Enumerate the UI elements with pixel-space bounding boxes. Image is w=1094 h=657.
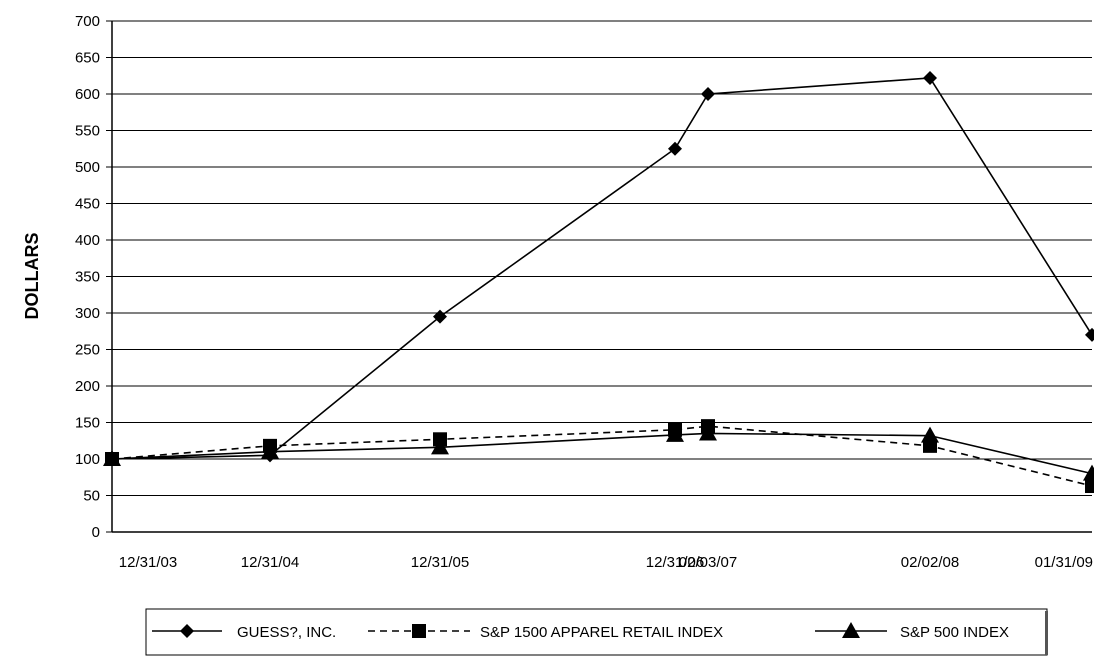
data-point	[263, 448, 277, 463]
x-tick-label: 12/31/03	[119, 554, 177, 571]
y-tick-label: 100	[75, 451, 100, 468]
data-point	[921, 426, 939, 443]
data-point	[1085, 327, 1094, 342]
data-point	[431, 438, 449, 455]
y-tick-label: 600	[75, 86, 100, 103]
x-tick-labels: 12/31/03 12/31/04 12/31/05 12/31/0602/03/07…	[119, 554, 1093, 571]
y-tick-label: 450	[75, 196, 100, 213]
legend-shadow	[1045, 611, 1048, 655]
y-tick-label: 300	[75, 305, 100, 322]
legend: GUESS?, INC. S&P 1500 APPAREL RETAIL INDE…	[145, 608, 1048, 656]
y-tick-label: 50	[83, 488, 100, 505]
y-tick-label: 650	[75, 50, 100, 67]
y-tick-label: 700	[75, 13, 100, 30]
data-point	[923, 438, 937, 453]
y-tick-label: 550	[75, 123, 100, 140]
x-tick-label: 02/02/08	[901, 554, 959, 571]
gridlines	[112, 20, 1092, 496]
data-point	[263, 438, 277, 453]
series-line	[111, 77, 1093, 460]
x-tick-label: 12/31/04	[241, 554, 299, 571]
data-point	[433, 432, 447, 447]
series-group	[103, 70, 1094, 494]
axes	[106, 20, 1092, 533]
legend-marker	[180, 624, 194, 638]
legend-marker	[842, 622, 860, 638]
y-tick-label: 150	[75, 415, 100, 432]
x-tick-label: 01/31/09	[1035, 554, 1093, 571]
y-axis-title: DOLLARS	[22, 233, 42, 320]
legend-entry: S&P 500 INDEX	[815, 622, 1009, 641]
data-point	[668, 422, 682, 437]
series-triangle	[103, 424, 1094, 481]
y-tick-label: 200	[75, 378, 100, 395]
series-diamond	[105, 70, 1094, 466]
legend-entry: GUESS?, INC.	[152, 624, 336, 641]
data-point	[1083, 464, 1094, 481]
data-point	[923, 70, 937, 85]
legend-marker	[412, 624, 426, 638]
legend-label: S&P 1500 APPAREL RETAIL INDEX	[480, 624, 723, 641]
y-tick-labels: 0 50 100 150 200 250 300 350 400 450 500 550 600 650 7…	[75, 13, 100, 541]
x-tick-label: 12/31/06	[646, 554, 704, 571]
data-point	[433, 309, 447, 324]
y-tick-label: 350	[75, 269, 100, 286]
y-tick-label: 0	[92, 524, 100, 541]
data-point	[1085, 479, 1094, 494]
legend-entry: S&P 1500 APPAREL RETAIL INDEX	[368, 624, 723, 641]
y-tick-label: 250	[75, 342, 100, 359]
data-point	[701, 87, 715, 101]
x-tick-label: 12/31/05	[411, 554, 469, 571]
series-line	[111, 432, 1093, 475]
x-tick-label: 02/03/07	[679, 554, 737, 571]
legend-box	[145, 608, 1048, 656]
legend-label: GUESS?, INC.	[237, 624, 336, 641]
y-tick-label: 400	[75, 232, 100, 249]
legend-label: S&P 500 INDEX	[900, 624, 1009, 641]
data-point	[701, 419, 715, 434]
data-point	[105, 452, 119, 466]
data-point	[668, 141, 682, 156]
y-tick-label: 500	[75, 159, 100, 176]
